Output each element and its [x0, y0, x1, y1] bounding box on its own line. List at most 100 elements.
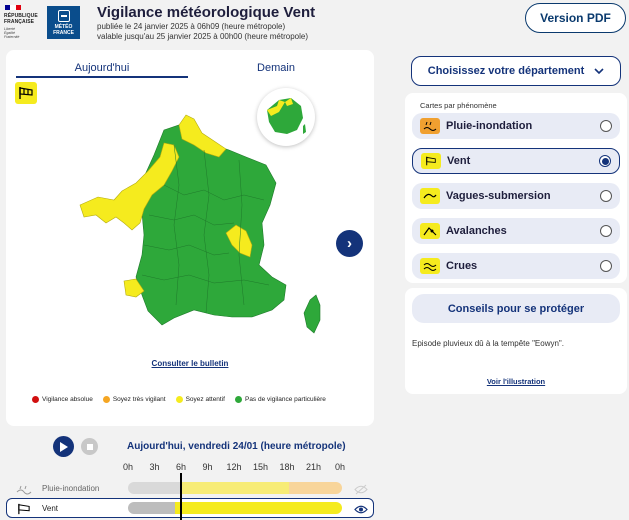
- hour-tick: 0h: [122, 462, 133, 472]
- avalanche-icon: [420, 223, 440, 239]
- phenomenon-label: Pluie-inondation: [446, 120, 533, 132]
- phenomenon-vagues-submersion[interactable]: Vagues-submersion: [412, 183, 620, 209]
- track-segment-yellow: [181, 482, 289, 494]
- track-segment-none: [128, 482, 182, 494]
- choose-department-label: Choisissez votre département: [427, 65, 585, 77]
- phenomenon-label: Vagues-submersion: [446, 190, 551, 202]
- legend-yellow-dot-icon: [175, 396, 183, 403]
- republic-line-1: RÉPUBLIQUE: [4, 13, 38, 19]
- stop-icon: [86, 443, 93, 450]
- vent-track: [128, 502, 342, 514]
- pluie-inondation-track: [128, 482, 342, 494]
- track-segment-yellow: [175, 502, 342, 514]
- vigilance-legend: Vigilance absolue Soyez très vigilant So…: [32, 396, 326, 403]
- legend-label: Soyez très vigilant: [112, 396, 166, 403]
- rain-flood-icon: [420, 118, 440, 134]
- meteo-line-1: MÉTÉO: [54, 24, 73, 30]
- rain-flood-icon: [16, 482, 32, 500]
- phenomenon-radio[interactable]: [600, 120, 612, 132]
- motto-liberte: Liberté: [4, 27, 15, 31]
- advice-card: Conseils pour se protéger Episode pluvie…: [405, 288, 627, 394]
- motto-fraternite: Fraternité: [4, 35, 20, 39]
- play-button[interactable]: [53, 436, 74, 457]
- vent-timeline-row[interactable]: Vent: [6, 498, 374, 518]
- motto-egalite: Égalité: [4, 31, 15, 35]
- stop-button[interactable]: [81, 438, 98, 455]
- flood-icon: [420, 258, 440, 274]
- map-card: Aujourd'hui Demain: [6, 50, 374, 426]
- legend-orange-dot-icon: [102, 396, 110, 403]
- france-vigilance-map[interactable]: [14, 105, 334, 345]
- windsock-icon: [16, 502, 32, 520]
- play-icon: [60, 441, 68, 452]
- valid-until-date: valable jusqu'au 25 janvier 2025 à 00h00…: [97, 32, 309, 41]
- meteo-france-emblem-icon: [57, 10, 70, 22]
- eye-slash-icon[interactable]: [354, 482, 368, 500]
- consult-bulletin-link[interactable]: Consulter le bulletin: [151, 359, 229, 368]
- hour-tick: 15h: [252, 462, 269, 472]
- map-borders: [141, 144, 270, 314]
- see-illustration-link[interactable]: Voir l'illustration: [486, 377, 546, 386]
- phenomenon-pluie-inondation[interactable]: Pluie-inondation: [412, 113, 620, 139]
- hour-tick: 3h: [149, 462, 160, 472]
- wave-icon: [420, 188, 440, 204]
- legend-item-attentif: Soyez attentif: [175, 396, 225, 403]
- pdf-version-button[interactable]: Version PDF: [525, 3, 626, 33]
- phenomenon-radio[interactable]: [600, 225, 612, 237]
- phenomenon-radio-selected[interactable]: [599, 155, 611, 167]
- episode-description: Episode pluvieux dû à la tempête "Eowyn"…: [412, 339, 564, 348]
- phenomenon-radio[interactable]: [600, 260, 612, 272]
- hour-tick: 0h: [334, 462, 345, 472]
- chevron-down-icon: [594, 67, 604, 74]
- map-yellow-southwest-zone: [123, 278, 145, 298]
- map-yellow-north-zone: [178, 114, 227, 158]
- windsock-icon: [15, 82, 37, 104]
- legend-item-pas-de-vigilance: Pas de vigilance particulière: [234, 396, 326, 403]
- hour-tick: 6h: [175, 462, 186, 472]
- phenomenon-radio[interactable]: [600, 190, 612, 202]
- phenomenon-label: Crues: [446, 260, 478, 272]
- republique-francaise-logo: RÉPUBLIQUE FRANÇAISE Liberté Égalité Fra…: [4, 5, 46, 39]
- legend-item-absolue: Vigilance absolue: [32, 396, 93, 403]
- phenomenon-crues[interactable]: Crues: [412, 253, 620, 279]
- track-segment-orange: [288, 482, 342, 494]
- map-green-zone: [135, 124, 287, 326]
- choose-department-button[interactable]: Choisissez votre département: [411, 56, 621, 86]
- hour-tick: 18h: [279, 462, 295, 472]
- french-flag-icon: [5, 5, 21, 10]
- tab-today[interactable]: Aujourd'hui: [74, 62, 130, 74]
- mini-map-overview[interactable]: [257, 88, 315, 146]
- tab-tomorrow[interactable]: Demain: [257, 62, 295, 74]
- active-tab-indicator: [16, 76, 188, 78]
- timeline-row-label: Vent: [42, 504, 59, 513]
- map-yellow-center-zone: [225, 224, 253, 258]
- map-corsica: [303, 294, 321, 334]
- track-segment-none: [128, 502, 176, 514]
- map-yellow-west-zone: [79, 142, 180, 231]
- legend-green-dot-icon: [234, 396, 242, 403]
- hour-tick: 9h: [202, 462, 213, 472]
- windsock-icon: [421, 153, 441, 169]
- legend-label: Vigilance absolue: [42, 396, 93, 403]
- page-title: Vigilance météorologique Vent: [97, 4, 316, 21]
- next-map-button[interactable]: ›: [336, 230, 363, 257]
- legend-red-dot-icon: [32, 396, 39, 403]
- phenomenon-avalanches[interactable]: Avalanches: [412, 218, 620, 244]
- timeline-row-label: Pluie-inondation: [42, 484, 100, 493]
- timeline-cursor[interactable]: [180, 473, 182, 520]
- hour-tick: 12h: [226, 462, 242, 472]
- meteo-france-logo[interactable]: MÉTÉO FRANCE: [47, 6, 80, 39]
- timeline-date-label: Aujourd'hui, vendredi 24/01 (heure métro…: [127, 441, 346, 452]
- published-date: publiée le 24 janvier 2025 à 06h09 (heur…: [97, 22, 286, 31]
- eye-icon[interactable]: [354, 502, 368, 520]
- phenomena-card: Cartes par phénomène Pluie-inondation Ve…: [405, 93, 627, 283]
- legend-item-tres-vigilant: Soyez très vigilant: [102, 396, 166, 403]
- republic-line-2: FRANÇAISE: [4, 19, 35, 25]
- phenomenon-vent[interactable]: Vent: [412, 148, 620, 174]
- legend-label: Soyez attentif: [185, 396, 225, 403]
- phenomenon-label: Avalanches: [446, 225, 507, 237]
- phenomenon-label: Vent: [447, 155, 471, 167]
- legend-label: Pas de vigilance particulière: [244, 396, 326, 403]
- meteo-line-2: FRANCE: [53, 29, 74, 36]
- protection-advice-button[interactable]: Conseils pour se protéger: [412, 294, 620, 323]
